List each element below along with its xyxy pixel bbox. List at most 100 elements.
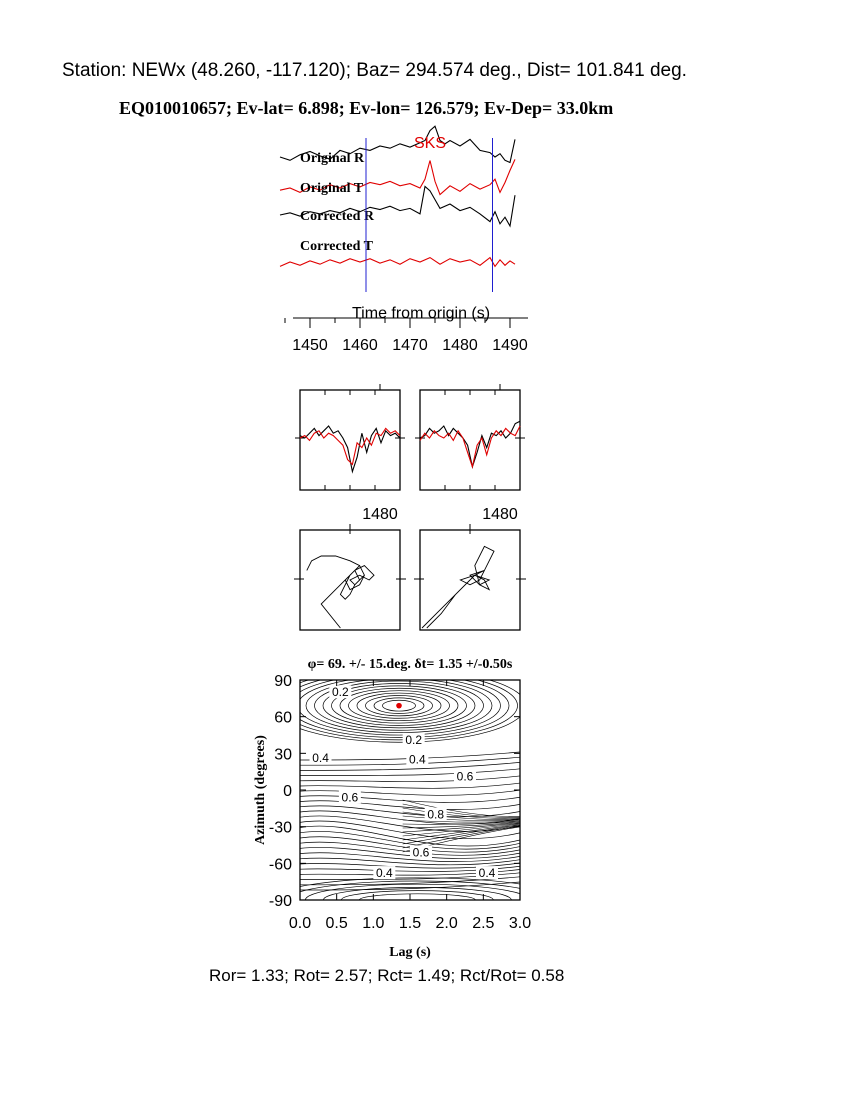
contour-line-wedge	[402, 811, 520, 820]
contour-label: 0.4	[376, 866, 393, 880]
trace-label: Corrected R	[300, 209, 375, 224]
waveform-tick-label: 1480	[362, 506, 398, 523]
contour-lines	[300, 680, 520, 900]
contour-line-upper	[314, 680, 484, 731]
contour-line-lower	[300, 841, 520, 856]
contour-x-tick-label: 2.5	[472, 915, 494, 932]
contour-line-upper	[382, 699, 416, 712]
time-axis-label: Time from origin (s)	[352, 305, 490, 322]
time-tick-label: 1490	[492, 337, 528, 354]
contour-y-tick-label: 60	[274, 710, 292, 727]
contour-label-bg	[309, 751, 332, 765]
contour-y-tick-label: -90	[269, 893, 292, 910]
particle-motion-path	[421, 545, 495, 629]
waveform-frame	[419, 389, 521, 491]
contour-line-wedge	[402, 799, 520, 817]
waveform-frame	[299, 389, 401, 491]
contour-label-bg	[454, 769, 476, 783]
contour-line-upper	[322, 683, 476, 729]
contour-x-tick-label: 0.0	[289, 915, 311, 932]
contour-line-upper	[300, 680, 510, 738]
contour-y-tick-label: 0	[283, 783, 292, 800]
contour-label: 0.2	[405, 733, 422, 747]
contour-label: 0.4	[409, 752, 426, 766]
contour-line-lower	[300, 836, 520, 853]
contour-line-wedge	[402, 803, 520, 818]
contour-y-label: Azimuth (degrees)	[253, 735, 268, 845]
contour-line-bottom	[300, 880, 520, 893]
contour-line-upper	[365, 695, 433, 717]
contour-line-lower	[300, 795, 520, 803]
contour-line-upper	[339, 687, 459, 724]
contour-line-wedge	[402, 807, 520, 819]
contour-x-tick-label: 2.0	[436, 915, 458, 932]
contour-label: 0.4	[312, 751, 329, 765]
contour-label: 0.8	[427, 807, 444, 821]
particle-motion-box-after	[414, 524, 526, 631]
contour-line-upper	[373, 697, 425, 714]
contour-line-lower	[300, 881, 520, 891]
contour-y-tick-label: 90	[274, 673, 292, 690]
contour-y-tick-label: -30	[269, 820, 292, 837]
seismogram-trace-4	[279, 256, 516, 268]
contour-line-lower	[300, 847, 520, 859]
contour-line-wedge	[402, 825, 520, 849]
contour-line-lower	[300, 789, 520, 796]
event-header: EQ010010657; Ev-lat= 6.898; Ev-lon= 126.…	[119, 98, 614, 118]
contour-label: 0.4	[479, 866, 496, 880]
waveform-trace-1	[419, 420, 521, 469]
time-tick-label: 1450	[292, 337, 328, 354]
station-header: Station: NEWx (48.260, -117.120); Baz= 2…	[62, 60, 687, 81]
time-tick-label: 1480	[442, 337, 478, 354]
contour-label: 0.2	[332, 685, 349, 699]
contour-label: 0.6	[342, 790, 359, 804]
contour-line-lower	[300, 756, 520, 766]
contour-title: φ= 69. +/- 15.deg. δt= 1.35 +/-0.50s	[308, 657, 513, 672]
contour-line-lower	[300, 762, 520, 771]
particle-motion-box-before	[294, 524, 406, 631]
seismogram-trace-3	[279, 185, 516, 228]
seismogram-trace-2	[279, 159, 516, 196]
contour-label-bg	[406, 752, 429, 766]
contour-x-tick-label: 1.0	[362, 915, 384, 932]
contour-line-wedge	[402, 824, 520, 841]
contour-line-lower	[300, 852, 520, 862]
contour-x-tick-label: 1.5	[399, 915, 421, 932]
seismogram-trace-1	[279, 125, 516, 164]
waveform-tick-label: 1480	[482, 506, 518, 523]
contour-line-lower	[300, 805, 520, 818]
contour-label: 0.6	[457, 770, 474, 784]
contour-line-lower	[300, 782, 520, 789]
contour-line-wedge	[402, 820, 520, 825]
phase-label: SKS	[414, 135, 446, 152]
contour-line-lower	[300, 800, 520, 810]
particle-motion-path	[306, 555, 375, 629]
contour-line-upper	[348, 690, 450, 722]
contour-line-lower	[300, 857, 520, 866]
contour-label-bg	[402, 732, 425, 746]
contour-x-label: Lag (s)	[389, 945, 431, 960]
trace-label: Original R	[300, 151, 365, 166]
contour-line-bottom	[305, 883, 520, 900]
best-fit-marker	[396, 702, 402, 709]
contour-line-upper	[356, 692, 442, 719]
contour-line-wedge	[402, 822, 520, 833]
contour-line-wedge	[402, 824, 520, 845]
contour-line-bottom	[300, 877, 520, 887]
seismogram-panel: Original R Original T Corrected R Corrected…	[279, 125, 528, 354]
contour-line-lower	[300, 825, 520, 847]
contour-line-upper	[305, 680, 493, 734]
contour-line-upper	[300, 680, 520, 743]
contour-label: 0.6	[413, 845, 430, 859]
contour-y-tick-label: 30	[274, 746, 292, 763]
contour-label-bg	[329, 685, 352, 699]
trace-label: Original T	[300, 181, 364, 196]
contour-line-upper	[300, 680, 501, 736]
waveform-trace-2	[419, 425, 521, 469]
contour-label-bg	[410, 845, 432, 859]
contour-line-upper	[300, 680, 518, 741]
trace-label: Corrected T	[300, 239, 374, 254]
contour-line-lower	[300, 815, 520, 832]
time-tick-label: 1460	[342, 337, 378, 354]
